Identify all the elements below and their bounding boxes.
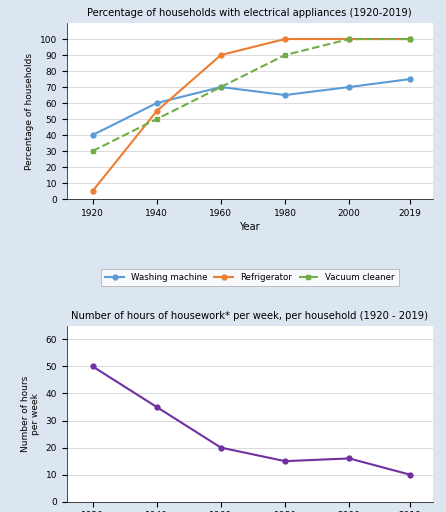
Y-axis label: Percentage of households: Percentage of households (25, 53, 34, 169)
Legend: Washing machine, Refrigerator, Vacuum cleaner: Washing machine, Refrigerator, Vacuum cl… (101, 269, 399, 286)
X-axis label: Year: Year (240, 222, 260, 232)
Title: Number of hours of housework* per week, per household (1920 - 2019): Number of hours of housework* per week, … (71, 311, 428, 321)
Title: Percentage of households with electrical appliances (1920-2019): Percentage of households with electrical… (87, 8, 412, 18)
Y-axis label: Number of hours
per week: Number of hours per week (21, 376, 40, 452)
